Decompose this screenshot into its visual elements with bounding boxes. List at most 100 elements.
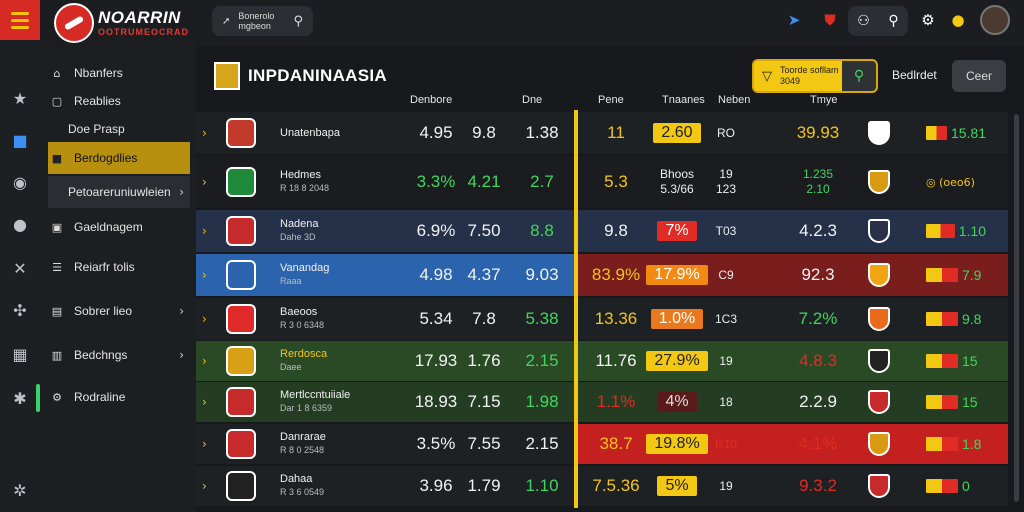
search-icon[interactable]: ⚲ [293, 13, 303, 29]
sidebar-item-5[interactable]: ▣ Gaeldnagem [48, 212, 190, 242]
column-header-3[interactable]: Tnaanes [662, 94, 705, 106]
gear-icon[interactable]: ⚙ [921, 11, 935, 29]
percent-badge: Bhoos 5.3/66 [646, 156, 708, 208]
home-icon: ⌂ [53, 66, 61, 80]
notification-icon[interactable]: ● [951, 11, 965, 29]
form-value: 7.9 [962, 267, 982, 283]
sidebar-item-4[interactable]: Petoareruniuwleien › [48, 176, 190, 208]
scrollbar[interactable] [1014, 114, 1019, 502]
team-name: Unatenbapa [280, 126, 340, 139]
chevron-right-icon[interactable]: › [202, 312, 207, 326]
bug-icon[interactable]: ✱ [13, 388, 27, 408]
team-crest-icon [226, 254, 260, 296]
column-header-2[interactable]: Pene [598, 94, 624, 106]
chevron-right-icon[interactable]: › [202, 224, 207, 238]
team-name: Baeoos [280, 306, 318, 318]
menu-icon[interactable] [0, 0, 40, 40]
quick-actions: ⚇ ⚲ [848, 6, 908, 36]
table-row[interactable]: › Mertlccntuiiale Dar 1 8 6359 18.93 7.15 1.9… [196, 382, 1008, 422]
list-icon: ☰ [52, 260, 62, 274]
stat-value: 1.79 [467, 476, 501, 495]
sidebar-item-6[interactable]: ☰ Reiarfr tolis [48, 252, 190, 282]
sidebar-item-7[interactable]: ▤ Sobrer lieo › [48, 296, 190, 326]
avatar[interactable] [980, 5, 1010, 35]
search-icon-2[interactable]: ⚲ [888, 13, 899, 29]
square-icon: ▢ [51, 94, 63, 108]
brand-logo[interactable] [54, 3, 94, 43]
sidebar-item-2[interactable]: Doe Prasp [48, 114, 190, 144]
team-cell: Unatenbapa [280, 112, 390, 154]
filter-select[interactable]: ▽ Toorde sofllam 3049 ⚲ [752, 59, 878, 93]
sync-icon[interactable]: ➤ [787, 11, 801, 29]
table-row[interactable]: › Danrarae R 8 0 2548 3.5% 7.55 2.15 38.7 19.8%… [196, 424, 1008, 464]
table-row[interactable]: › Hedmes R 18 8 2048 3.3% 4.21 2.7 5.3 Bhoos 5.… [196, 156, 1008, 208]
percent-value: 17.9% [646, 265, 708, 285]
form-bar-fill [926, 479, 958, 493]
team-cell: Danrarae R 8 0 2548 [280, 424, 390, 464]
percent-badge: 7% [646, 210, 708, 252]
square-icon: ■ [51, 151, 63, 165]
users-icon[interactable]: ■ [12, 130, 28, 150]
percent-badge: 1.0% [646, 298, 708, 340]
search-icon-filter[interactable]: ⚲ [842, 61, 876, 91]
clear-button[interactable]: Ceer [952, 60, 1006, 92]
shield-icon[interactable]: ⛊ [824, 11, 836, 29]
column-header-0[interactable]: Denbore [410, 94, 453, 106]
chevron-right-icon[interactable]: › [202, 268, 207, 282]
table-row[interactable]: › Unatenbapa 4.95 9.8 1.38 11 2.60 RO 39.93 15.81 [196, 112, 1008, 154]
table-row[interactable]: › Nadena Dahe 3D 6.9% 7.50 8.8 9.8 7% T03 4.2.3 1.… [196, 210, 1008, 252]
sidebar-item-8[interactable]: ▥ Bedchngs › [48, 340, 190, 370]
share-icon[interactable]: ✣ [13, 300, 27, 320]
chart-icon: ▥ [51, 348, 63, 362]
user-icon[interactable]: ⚇ [857, 13, 870, 29]
column-header-5[interactable]: Tmye [810, 94, 838, 106]
form-bar: 1.10 [926, 210, 986, 252]
table-row[interactable]: › Dahaa R 3 6 0549 3.96 1.79 1.10 7.5.36 5% 19 9.… [196, 466, 1008, 506]
stat-value: 5.38 [525, 309, 559, 328]
chart-icon[interactable]: ▦ [12, 344, 28, 364]
star-icon[interactable]: ★ [12, 88, 28, 108]
tools-icon[interactable]: ✕ [13, 258, 27, 278]
info-icon[interactable]: ● [13, 214, 27, 234]
sidebar-item-9[interactable]: ⚙ Rodraline [48, 382, 190, 412]
sidebar-item-0[interactable]: ⌂ Nbanfers [48, 58, 190, 88]
column-header-1[interactable]: Dne [522, 94, 543, 106]
stat-value: 4.2.3 [799, 221, 837, 240]
league-badge-icon [214, 62, 240, 90]
chevron-right-icon[interactable]: › [202, 175, 207, 189]
form-bar-fill [926, 354, 958, 368]
form-bar-fill [926, 126, 947, 140]
percent-value: Bhoos 5.3/66 [659, 167, 695, 196]
percent-value: 19.8% [646, 434, 708, 454]
chevron-right-icon[interactable]: › [202, 354, 207, 368]
club-badge-icon [868, 298, 894, 340]
chevron-right-icon[interactable]: › [202, 479, 207, 493]
form-bar: 7.9 [926, 254, 986, 296]
chevron-right-icon[interactable]: › [202, 395, 207, 409]
stat-value: 1.76 [467, 351, 501, 370]
table-row[interactable]: › Vanandag Raaa 4.98 4.37 9.03 83.9% 17.9% C9 92.… [196, 254, 1008, 296]
chevron-right-icon[interactable]: › [202, 437, 207, 451]
percent-badge: 17.9% [646, 254, 708, 296]
sidebar-item-label: Petoareruniuwleien [68, 185, 171, 199]
camera-icon[interactable]: ◉ [13, 172, 27, 192]
sidebar-item-label: Rodraline [74, 390, 126, 404]
sidebar-item-active[interactable]: ■ Berdogdlies [48, 142, 190, 174]
stat-value: 18.93 [414, 392, 458, 411]
settings-icon[interactable]: ✲ [13, 480, 27, 500]
percent-badge: 4% [646, 382, 708, 422]
brand-subtitle: OOTRUMEOCRAD [98, 27, 189, 37]
team-cell: Nadena Dahe 3D [280, 210, 390, 252]
search-box[interactable]: ➚ Bonerolo mgbeon ⚲ [212, 6, 313, 36]
form-bar: 15.81 [926, 112, 986, 154]
percent-value: 1.0% [650, 309, 704, 329]
stat-value: 7.8 [472, 309, 496, 328]
table-row[interactable]: › Baeoos R 3 0 6348 5.34 7.8 5.38 13.36 1.0% 1C3… [196, 298, 1008, 340]
column-header-4[interactable]: Neben [718, 94, 751, 106]
chevron-right-icon[interactable]: › [202, 126, 207, 140]
stat-value: 1.10 [525, 476, 559, 495]
stat-value: 1.98 [525, 392, 559, 411]
form-value: 15 [962, 394, 978, 410]
table-row[interactable]: › Rerdosca Daee 17.93 1.76 2.15 11.76 27.9% 19 4.… [196, 341, 1008, 381]
sidebar-item-1[interactable]: ▢ Reablies [48, 86, 190, 116]
